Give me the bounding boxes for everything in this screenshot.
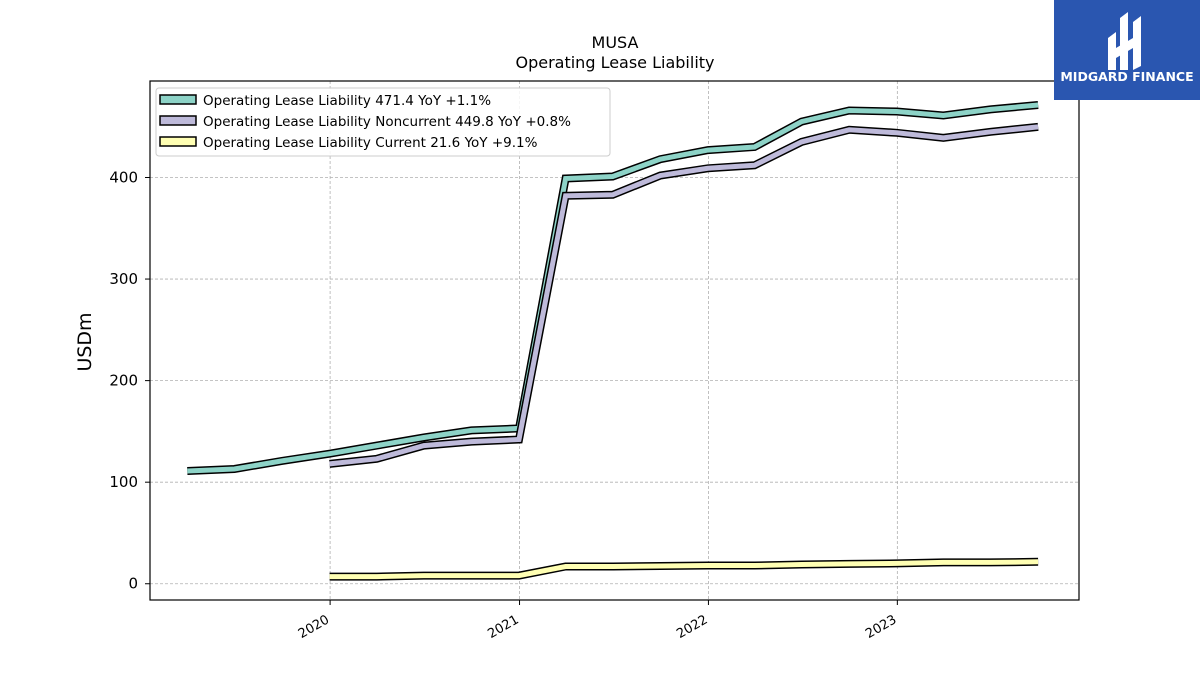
data-point <box>801 141 802 142</box>
legend-swatch <box>159 136 197 147</box>
plot-frame <box>149 80 1080 601</box>
data-point <box>801 121 802 122</box>
y-tick-label: 400 <box>109 168 138 186</box>
series-0 <box>187 101 1039 475</box>
y-tick-label: 100 <box>109 473 138 491</box>
data-point <box>896 111 897 112</box>
logo-mark-icon <box>1108 12 1141 70</box>
series-1 <box>329 122 1039 468</box>
data-point <box>801 564 802 565</box>
data-point <box>1038 126 1039 127</box>
data-point <box>990 109 991 110</box>
data-point <box>849 129 850 130</box>
data-point <box>707 150 708 151</box>
data-point <box>329 453 330 454</box>
y-axis: 0 100 200 300 400 <box>109 168 150 593</box>
data-point <box>1038 561 1039 562</box>
data-point <box>990 131 991 132</box>
data-point <box>423 437 424 438</box>
data-point <box>471 441 472 442</box>
data-point <box>376 445 377 446</box>
data-point <box>943 562 944 563</box>
data-point <box>423 575 424 576</box>
data-point <box>707 168 708 169</box>
data-point <box>471 430 472 431</box>
data-point <box>896 563 897 564</box>
legend-label: Operating Lease Liability Noncurrent 449… <box>203 114 571 130</box>
legend-swatch <box>159 115 197 126</box>
chart-title: MUSA <box>592 33 639 52</box>
series-line <box>329 124 1039 467</box>
data-point <box>612 566 613 567</box>
data-point <box>754 565 755 566</box>
y-tick-label: 200 <box>109 372 138 390</box>
series-layer <box>187 101 1039 581</box>
legend: Operating Lease Liability 471.4 YoY +1.1… <box>155 87 611 157</box>
data-point <box>754 165 755 166</box>
data-point <box>1038 105 1039 106</box>
series-2 <box>329 557 1039 581</box>
chart-subtitle: Operating Lease Liability <box>515 53 714 72</box>
data-point <box>754 147 755 148</box>
midgard-finance-logo: MIDGARD FINANCE <box>1054 0 1200 100</box>
data-point <box>943 137 944 138</box>
data-point <box>849 563 850 564</box>
legend-swatch <box>159 94 197 105</box>
data-point <box>329 576 330 577</box>
data-point <box>660 159 661 160</box>
y-tick-label: 0 <box>128 575 138 593</box>
data-point <box>187 471 188 472</box>
y-axis-label: USDm <box>74 312 96 371</box>
data-point <box>565 195 566 196</box>
data-point <box>565 566 566 567</box>
data-point <box>660 566 661 567</box>
data-point <box>423 445 424 446</box>
data-point <box>707 565 708 566</box>
data-point <box>329 463 330 464</box>
data-point <box>376 576 377 577</box>
legend-frame <box>155 87 611 157</box>
legend-label: Operating Lease Liability 471.4 YoY +1.1… <box>203 93 491 109</box>
data-point <box>234 469 235 470</box>
data-point <box>565 178 566 179</box>
data-point <box>612 176 613 177</box>
data-point <box>943 115 944 116</box>
data-point <box>519 575 520 576</box>
logo-text: MIDGARD FINANCE <box>1060 69 1193 84</box>
data-point <box>849 110 850 111</box>
legend-label: Operating Lease Liability Current 21.6 Y… <box>203 135 538 151</box>
series-line <box>187 102 1039 474</box>
data-point <box>519 439 520 440</box>
data-point <box>660 175 661 176</box>
data-point <box>376 458 377 459</box>
data-point <box>896 132 897 133</box>
data-point <box>990 562 991 563</box>
data-point <box>282 460 283 461</box>
data-point <box>612 194 613 195</box>
y-tick-label: 300 <box>109 270 138 288</box>
series-line <box>329 559 1039 580</box>
data-point <box>471 575 472 576</box>
